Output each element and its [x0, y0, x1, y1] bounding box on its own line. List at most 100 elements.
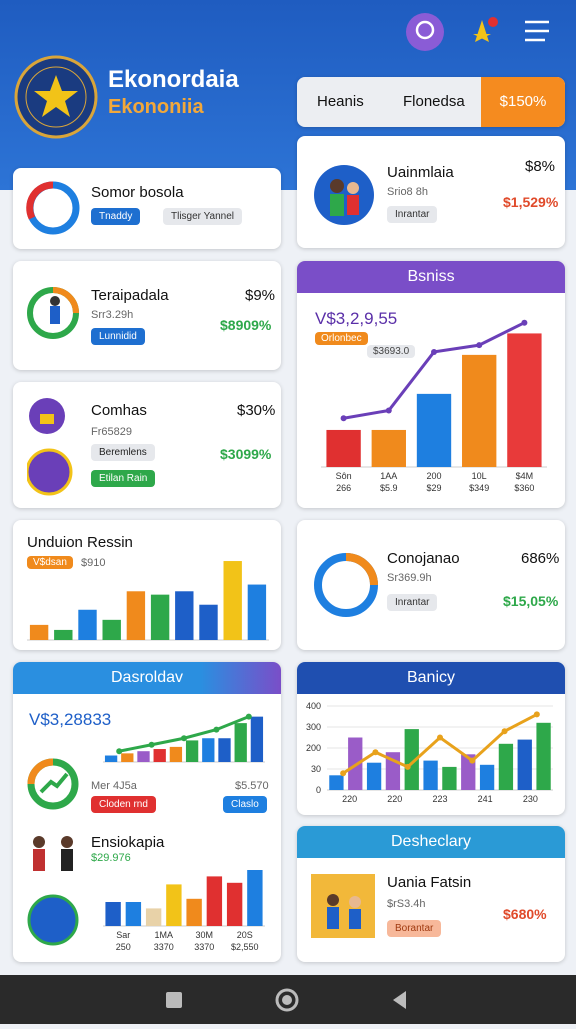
chip: V$dsan	[27, 556, 73, 569]
x-sublabel: $2,550	[231, 942, 259, 952]
trend-point	[148, 741, 155, 748]
search-button[interactable]	[406, 13, 444, 51]
bar	[199, 604, 218, 640]
top-icons	[406, 13, 549, 51]
ring-icon	[314, 553, 378, 617]
bar-chart: Sôn 266 1AA $5.9 200 $29 10L $349 $4M $360	[321, 319, 547, 493]
logo	[14, 55, 98, 139]
value: $3099%	[220, 446, 272, 462]
trend-point	[404, 763, 411, 770]
bar	[169, 746, 183, 762]
bar-chart	[27, 561, 269, 641]
percent: $8%	[525, 158, 556, 175]
trend-point	[437, 734, 443, 741]
chip[interactable]: Lunnidid	[91, 328, 145, 345]
chip[interactable]: Claslo	[223, 796, 267, 813]
x-label: 1MA	[154, 930, 173, 940]
tab[interactable]: Flonedsa	[403, 93, 465, 110]
trend-point	[340, 415, 347, 422]
app-subtitle: Ekononiia	[108, 96, 204, 118]
bar	[78, 609, 97, 640]
card[interactable]: Desheclary Uania Fatsin $rS3.4h Borantar…	[297, 826, 565, 962]
bar	[186, 898, 202, 926]
x-label: Sar	[116, 930, 130, 940]
app-title: Ekonordaia	[108, 66, 239, 93]
card-title: Unduion Ressin	[27, 534, 133, 551]
card[interactable]: Somor bosola Tnaddy Tlisger Yannel	[13, 168, 281, 249]
y-label: 200	[306, 743, 321, 753]
value: $1,529%	[503, 194, 559, 210]
x-sublabel: 3370	[194, 942, 214, 952]
card-title: Teraipadala	[91, 287, 169, 304]
chip[interactable]: Beremlens	[91, 444, 155, 461]
trend-point	[372, 749, 379, 756]
image	[311, 874, 375, 938]
chip[interactable]: Tnaddy	[91, 208, 141, 225]
card[interactable]: Conojanao 686% Sr369.9h Inrantar $15,05%	[297, 520, 565, 650]
recent-button[interactable]	[166, 992, 182, 1008]
bar	[105, 902, 121, 926]
card[interactable]: Banicy 400 300 200 30 0 220 220 223 241 230	[297, 662, 565, 815]
star-button[interactable]	[473, 20, 491, 42]
trend-point	[431, 348, 437, 355]
card-title: Conojanao	[387, 550, 460, 567]
subtext: Srio8 8h	[387, 186, 428, 198]
bar	[247, 870, 263, 926]
bar	[175, 591, 194, 640]
bar	[371, 429, 406, 467]
value: $8909%	[220, 317, 272, 333]
bar-chart	[103, 713, 265, 763]
subtext: Fr65829	[91, 426, 132, 438]
card[interactable]: Unduion Ressin V$dsan $910	[13, 520, 281, 650]
card-header: Desheclary	[297, 826, 565, 858]
card[interactable]: Dasroldav V$3,28833 Mer 4J5a $5.570 Clod…	[13, 662, 281, 962]
card[interactable]: Teraipadala $9% Srr3.29h Lunnidid $8909%	[13, 261, 281, 370]
chip[interactable]: Inrantar	[387, 594, 438, 611]
nav-bar	[0, 975, 576, 1024]
y-label: 300	[306, 722, 321, 732]
x-label: 1AA	[380, 471, 397, 481]
icons	[27, 398, 73, 496]
chip[interactable]: Cloden rnd	[91, 796, 156, 813]
x-label: 223	[432, 794, 447, 804]
x-label: 220	[387, 794, 402, 804]
x-sublabel: $349	[469, 483, 489, 493]
card[interactable]: Uainmlaia $8% Srio8 8h Inrantar $1,529%	[297, 136, 565, 248]
menu-button[interactable]	[525, 20, 549, 42]
tab[interactable]: Heanis	[317, 93, 364, 110]
bar	[234, 723, 247, 762]
bar	[404, 729, 419, 790]
home-button[interactable]	[275, 988, 299, 1012]
tab-active[interactable]: $150%	[481, 77, 565, 127]
card[interactable]: Comhas $30% Fr65829 Beremlens Etilan Rai…	[13, 382, 281, 508]
ring-icon	[27, 758, 79, 810]
chip[interactable]: Tlisger Yannel	[163, 208, 242, 225]
nav-icons	[166, 988, 406, 1012]
ring-icon	[26, 181, 80, 235]
back-button[interactable]	[393, 991, 406, 1009]
chip: $3693.0	[367, 345, 416, 358]
chip[interactable]: Borantar	[387, 920, 442, 937]
percent: $9%	[245, 287, 276, 304]
bar	[126, 591, 146, 640]
label: $5.570	[235, 780, 269, 792]
x-label: 230	[523, 794, 538, 804]
value: $15,05%	[503, 593, 559, 609]
subtext: Sr369.9h	[387, 572, 432, 584]
card-title: Uainmlaia	[387, 164, 454, 181]
section-title: Ensiokapia	[91, 834, 165, 851]
trend-point	[213, 726, 220, 733]
trend-point	[533, 711, 540, 718]
chip[interactable]: Etilan Rain	[91, 470, 156, 487]
chip[interactable]: Inrantar	[387, 206, 438, 223]
card-header: Banicy	[297, 662, 565, 694]
trend-point	[521, 319, 528, 326]
ring-icon	[27, 287, 79, 339]
bar	[366, 762, 382, 790]
percent: $30%	[237, 402, 276, 419]
card[interactable]: Bsniss V$3,2,9,55 Orlonbec $3693.0 Sôn 26…	[297, 261, 565, 508]
trend-point	[501, 728, 508, 735]
trend-point	[385, 407, 392, 414]
percent: 686%	[521, 550, 560, 567]
